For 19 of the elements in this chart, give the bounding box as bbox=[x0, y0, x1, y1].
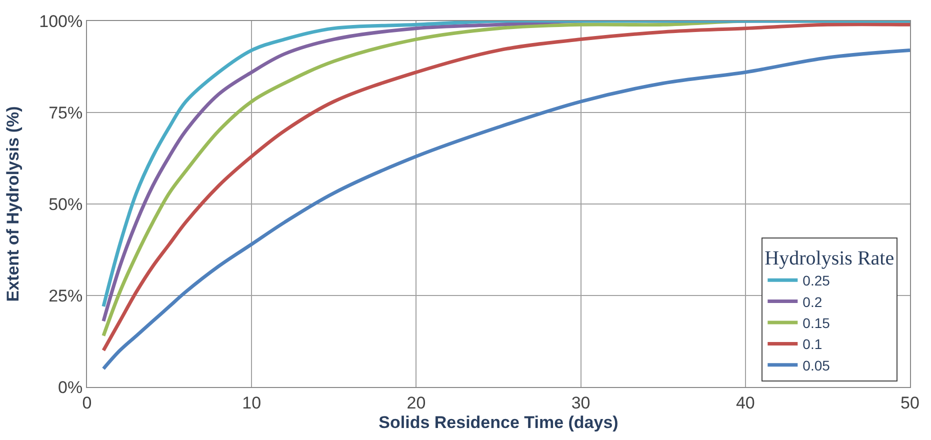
x-tick-label: 30 bbox=[571, 393, 590, 412]
x-tick-label: 10 bbox=[242, 393, 262, 412]
legend-label: 0.1 bbox=[802, 336, 822, 352]
x-tick-label: 40 bbox=[736, 393, 755, 412]
y-tick-label: 0% bbox=[58, 378, 83, 397]
legend-label: 0.2 bbox=[802, 294, 822, 310]
y-tick-label: 75% bbox=[48, 103, 83, 122]
legend-title: Hydrolysis Rate bbox=[764, 248, 894, 270]
y-tick-label: 25% bbox=[48, 286, 83, 306]
legend-label: 0.05 bbox=[802, 357, 830, 374]
x-tick-label: 20 bbox=[406, 393, 426, 412]
x-tick-label: 0 bbox=[82, 393, 92, 412]
y-axis-title: Extent of Hydrolysis (%) bbox=[4, 106, 23, 302]
legend-label: 0.25 bbox=[802, 272, 830, 289]
y-tick-label: 50% bbox=[48, 194, 83, 214]
x-tick-label: 50 bbox=[900, 393, 920, 412]
legend-label: 0.15 bbox=[802, 314, 830, 331]
x-axis-title: Solids Residence Time (days) bbox=[378, 412, 618, 432]
y-tick-label: 100% bbox=[39, 12, 83, 31]
